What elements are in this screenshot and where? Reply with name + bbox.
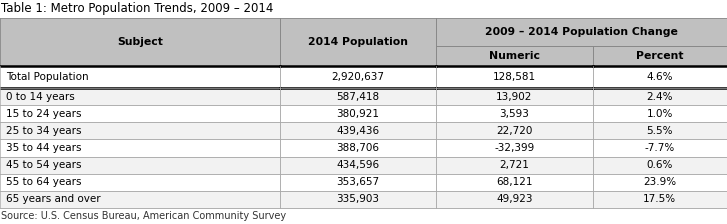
Bar [280,157,436,174]
Text: -32,399: -32,399 [494,143,534,153]
Text: 25 to 34 years: 25 to 34 years [6,126,81,136]
Bar [0,66,280,88]
Text: 49,923: 49,923 [496,194,533,205]
Text: 587,418: 587,418 [337,92,379,101]
Bar [436,139,593,157]
Text: 353,657: 353,657 [337,177,379,187]
Text: 5.5%: 5.5% [646,126,673,136]
Text: 55 to 64 years: 55 to 64 years [6,177,81,187]
Bar [436,66,593,88]
Text: 23.9%: 23.9% [643,177,676,187]
Bar [280,66,436,88]
Bar [0,105,280,122]
Bar [593,191,727,208]
Bar [436,18,727,46]
Text: 2009 – 2014 Population Change: 2009 – 2014 Population Change [485,27,678,37]
Bar [436,157,593,174]
Text: 2,721: 2,721 [499,160,529,170]
Bar [0,18,280,66]
Text: 388,706: 388,706 [337,143,379,153]
Text: 1.0%: 1.0% [646,109,673,119]
Bar [280,191,436,208]
Bar [436,122,593,139]
Text: 45 to 54 years: 45 to 54 years [6,160,81,170]
Bar [280,88,436,105]
Bar [593,88,727,105]
Text: 3,593: 3,593 [499,109,529,119]
Text: 2,920,637: 2,920,637 [332,72,385,82]
Bar [593,139,727,157]
Text: 2.4%: 2.4% [646,92,673,101]
Bar [593,66,727,88]
Text: 128,581: 128,581 [493,72,536,82]
Text: 4.6%: 4.6% [646,72,673,82]
Bar [0,122,280,139]
Bar [280,18,436,66]
Text: 15 to 24 years: 15 to 24 years [6,109,81,119]
Bar [593,174,727,191]
Text: 335,903: 335,903 [337,194,379,205]
Text: 439,436: 439,436 [337,126,379,136]
Text: -7.7%: -7.7% [645,143,675,153]
Bar [436,46,593,66]
Text: 2014 Population: 2014 Population [308,37,408,47]
Bar [0,139,280,157]
Bar [280,122,436,139]
Text: 13,902: 13,902 [496,92,533,101]
Bar [593,122,727,139]
Bar [0,174,280,191]
Bar [280,139,436,157]
Text: Total Population: Total Population [6,72,89,82]
Text: Percent: Percent [636,51,683,61]
Bar [593,157,727,174]
Bar [0,191,280,208]
Bar [280,105,436,122]
Bar [436,174,593,191]
Text: 0 to 14 years: 0 to 14 years [6,92,75,101]
Text: 68,121: 68,121 [496,177,533,187]
Bar [280,174,436,191]
Text: 65 years and over: 65 years and over [6,194,100,205]
Text: Table 1: Metro Population Trends, 2009 – 2014: Table 1: Metro Population Trends, 2009 –… [1,2,274,15]
Text: 434,596: 434,596 [337,160,379,170]
Text: 0.6%: 0.6% [646,160,673,170]
Text: 22,720: 22,720 [496,126,533,136]
Bar [593,105,727,122]
Bar [436,191,593,208]
Text: Source: U.S. Census Bureau, American Community Survey: Source: U.S. Census Bureau, American Com… [1,211,286,221]
Text: Numeric: Numeric [489,51,540,61]
Text: Subject: Subject [117,37,163,47]
Bar [0,157,280,174]
Text: 380,921: 380,921 [337,109,379,119]
Bar [436,105,593,122]
Text: 35 to 44 years: 35 to 44 years [6,143,81,153]
Bar [0,88,280,105]
Bar [436,88,593,105]
Text: 17.5%: 17.5% [643,194,676,205]
Bar [593,46,727,66]
